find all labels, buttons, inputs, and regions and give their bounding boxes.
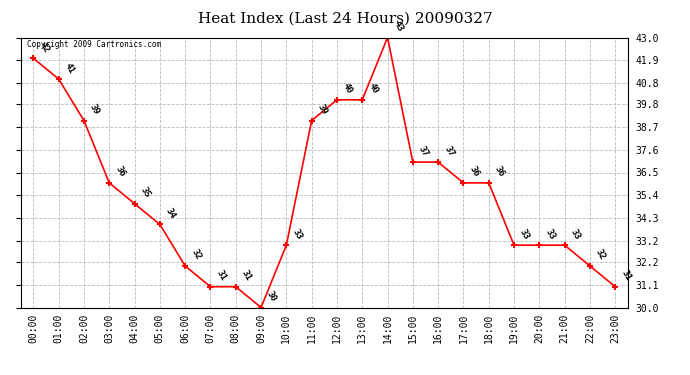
Text: 31: 31 <box>620 269 633 283</box>
Text: 36: 36 <box>468 165 481 179</box>
Text: 39: 39 <box>88 103 101 116</box>
Text: 34: 34 <box>164 207 177 220</box>
Text: 36: 36 <box>493 165 506 179</box>
Text: 37: 37 <box>417 144 430 158</box>
Text: Copyright 2009 Cartronics.com: Copyright 2009 Cartronics.com <box>27 40 161 49</box>
Text: 43: 43 <box>392 20 405 33</box>
Text: 33: 33 <box>518 227 531 241</box>
Text: 37: 37 <box>442 144 455 158</box>
Text: 33: 33 <box>544 227 557 241</box>
Text: 33: 33 <box>290 227 304 241</box>
Text: 33: 33 <box>569 227 582 241</box>
Text: 31: 31 <box>215 269 228 283</box>
Text: 32: 32 <box>594 248 607 262</box>
Text: 32: 32 <box>189 248 202 262</box>
Text: 41: 41 <box>63 61 76 75</box>
Text: 42: 42 <box>37 40 50 54</box>
Text: 30: 30 <box>265 290 278 303</box>
Text: 40: 40 <box>366 82 380 96</box>
Text: 40: 40 <box>341 82 354 96</box>
Text: 36: 36 <box>113 165 126 179</box>
Text: 39: 39 <box>316 103 329 116</box>
Text: Heat Index (Last 24 Hours) 20090327: Heat Index (Last 24 Hours) 20090327 <box>198 11 492 25</box>
Text: 35: 35 <box>139 186 152 200</box>
Text: 31: 31 <box>240 269 253 283</box>
